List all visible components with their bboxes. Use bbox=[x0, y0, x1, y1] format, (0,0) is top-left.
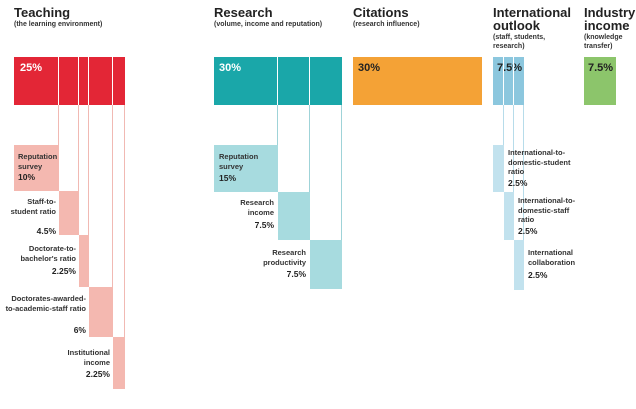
citations-bar: 30% bbox=[353, 57, 482, 105]
research-divider bbox=[309, 57, 310, 105]
industry-subtitle: (knowledge transfer) bbox=[584, 34, 623, 50]
research-title: Research bbox=[214, 5, 273, 20]
research-income-block bbox=[278, 192, 310, 240]
international-title-line1: International bbox=[493, 5, 572, 20]
research-subtitle: (volume, income and reputation) bbox=[214, 21, 323, 28]
international-collaboration-label: International collaboration bbox=[528, 248, 576, 267]
research-column-outline bbox=[310, 105, 342, 240]
teaching-column-outline bbox=[113, 105, 125, 337]
international-staff-ratio-label: International-to-domestic-staff ratio bbox=[518, 196, 576, 224]
citations-percent: 30% bbox=[358, 62, 381, 74]
research-income-value: 7.5% bbox=[254, 220, 274, 230]
international-title-line2: outlook bbox=[493, 18, 540, 33]
teaching-title: Teaching bbox=[14, 5, 71, 20]
teaching-reputation-block: Reputation survey 10% bbox=[14, 145, 59, 191]
research-productivity-label: Research productivity bbox=[263, 248, 306, 267]
international-staff-ratio-value: 2.5% bbox=[518, 226, 538, 236]
teaching-percent: 25% bbox=[20, 62, 43, 74]
industry-bar: 7.5% bbox=[584, 57, 616, 105]
international-divider bbox=[503, 57, 504, 105]
international-column-outline bbox=[493, 105, 504, 145]
international-divider bbox=[513, 57, 514, 105]
citations-subtitle: (research influence) bbox=[353, 21, 420, 28]
research-productivity-block bbox=[310, 240, 342, 289]
teaching-doctorate-bachelor-value: 2.25% bbox=[51, 266, 76, 276]
international-bar: 7.5% bbox=[493, 57, 524, 105]
research-income-label: Research income bbox=[240, 198, 274, 217]
teaching-staff-ratio-block bbox=[59, 191, 79, 235]
teaching-column-outline bbox=[89, 105, 113, 287]
international-student-ratio-block bbox=[493, 145, 504, 192]
industry-title-line1: Industry bbox=[584, 5, 636, 20]
teaching-doctorate-bachelor-block bbox=[79, 235, 89, 287]
teaching-doctorate-bachelor-label: Doctorate-to-bachelor's ratio bbox=[20, 244, 76, 263]
teaching-institutional-income-label: Institutional income bbox=[67, 348, 111, 367]
teaching-divider bbox=[88, 57, 89, 105]
research-reputation-label: Reputation survey bbox=[219, 152, 259, 171]
research-percent: 30% bbox=[219, 62, 242, 74]
teaching-doctorates-staff-value: 6% bbox=[73, 325, 86, 335]
international-column-outline bbox=[504, 105, 514, 192]
international-column-outline bbox=[514, 105, 524, 240]
international-percent: 7.5% bbox=[497, 62, 523, 74]
international-subtitle: (staff, students, research) bbox=[493, 34, 546, 50]
teaching-staff-ratio-label: Staff-to-student ratio bbox=[10, 197, 56, 216]
international-collaboration-value: 2.5% bbox=[528, 270, 548, 280]
research-bar: 30% bbox=[214, 57, 342, 105]
teaching-column-outline bbox=[14, 105, 59, 145]
international-staff-ratio-block bbox=[504, 192, 514, 240]
industry-percent: 7.5% bbox=[588, 62, 614, 74]
teaching-institutional-income-block bbox=[113, 337, 125, 389]
international-collaboration-block bbox=[514, 240, 524, 290]
teaching-divider bbox=[78, 57, 79, 105]
research-column-outline bbox=[278, 105, 310, 192]
teaching-column-outline bbox=[79, 105, 89, 235]
research-reputation-value: 15% bbox=[219, 173, 237, 183]
teaching-divider bbox=[58, 57, 59, 105]
teaching-doctorates-staff-block bbox=[89, 287, 113, 337]
citations-title: Citations bbox=[353, 5, 409, 20]
teaching-bar: 25% bbox=[14, 57, 125, 105]
teaching-staff-ratio-value: 4.5% bbox=[36, 226, 56, 236]
research-divider bbox=[277, 57, 278, 105]
teaching-institutional-income-value: 2.25% bbox=[85, 369, 110, 379]
teaching-reputation-value: 10% bbox=[18, 172, 36, 182]
international-student-ratio-value: 2.5% bbox=[508, 178, 528, 188]
teaching-column-outline bbox=[59, 105, 79, 191]
research-reputation-block: Reputation survey 15% bbox=[214, 145, 278, 192]
industry-title-line2: income bbox=[584, 18, 630, 33]
international-student-ratio-label: International-to-domestic-student ratio bbox=[508, 148, 571, 176]
teaching-doctorates-staff-label: Doctorates-awarded-to-academic-staff rat… bbox=[5, 294, 86, 313]
research-productivity-value: 7.5% bbox=[286, 269, 306, 279]
teaching-subtitle: (the learning environment) bbox=[14, 21, 103, 28]
teaching-divider bbox=[112, 57, 113, 105]
teaching-reputation-label: Reputation survey bbox=[18, 152, 58, 171]
research-column-outline bbox=[214, 105, 278, 145]
